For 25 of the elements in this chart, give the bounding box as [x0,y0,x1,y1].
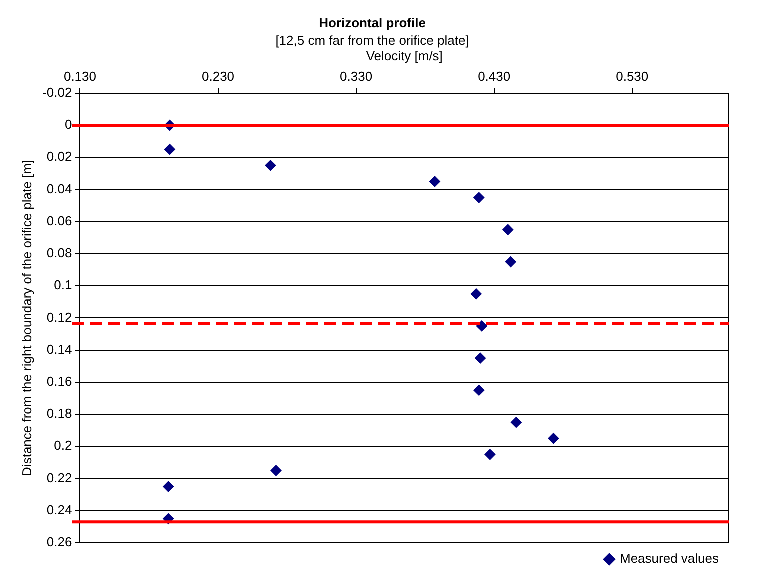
y-tick-label: 0.18 [46,406,72,422]
y-tick-label: 0.12 [46,310,72,325]
y-tick-label: 0.1 [54,278,72,293]
y-tick-label: 0.02 [46,149,72,164]
legend-label: Measured values [620,551,720,566]
y-axis-title: Distance from the right boundary of the orifice plate [m] [19,160,34,476]
x-axis-title: Velocity [m/s] [366,48,443,64]
x-tick-label: 0.130 [64,69,97,84]
y-tick-label: 0.2 [54,438,72,454]
y-tick-label: 0.26 [46,534,72,550]
y-tick-label: 0.08 [46,246,72,261]
x-tick-label: 0.430 [478,69,511,84]
y-tick-label: 0.14 [46,342,72,357]
x-tick-label: 0.530 [616,69,649,84]
y-tick-label: 0.06 [46,213,72,228]
x-tick-label: 0.330 [340,69,373,84]
chart-title: Horizontal profile [319,15,426,30]
y-tick-label: 0.22 [46,470,72,486]
y-tick-label: 0.16 [46,374,72,390]
y-tick-label: 0.24 [46,502,72,518]
x-tick-label: 0.230 [202,69,235,84]
y-tick-label: 0 [64,117,72,132]
chart-subtitle: [12,5 cm far from the orifice plate] [276,32,470,48]
y-tick-label: -0.02 [42,84,72,100]
y-tick-label: 0.04 [46,181,72,196]
